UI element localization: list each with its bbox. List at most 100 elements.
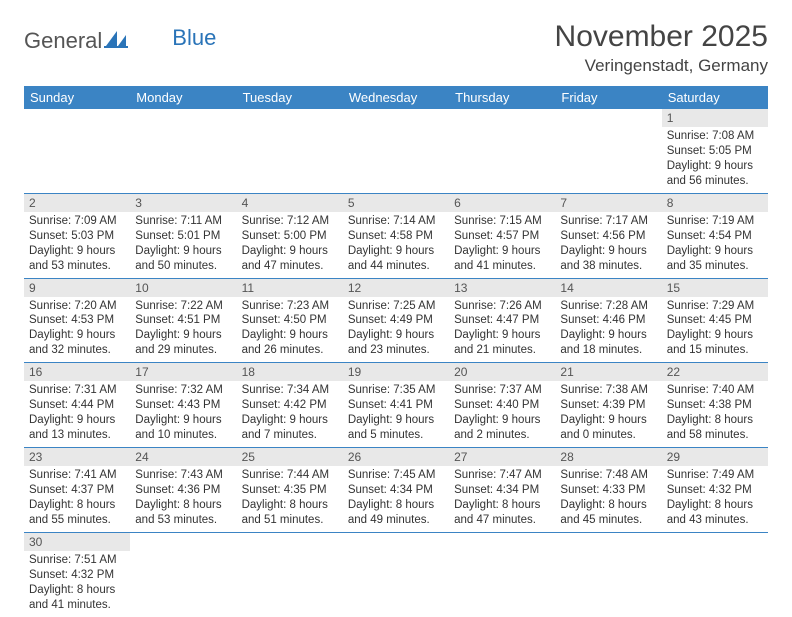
- sunset-text: Sunset: 4:36 PM: [135, 483, 231, 498]
- sunset-text: Sunset: 4:32 PM: [29, 568, 125, 583]
- calendar-day-cell: 14Sunrise: 7:28 AMSunset: 4:46 PMDayligh…: [555, 278, 661, 363]
- daylight-text: Daylight: 9 hours and 21 minutes.: [454, 328, 550, 358]
- calendar-week-row: 9Sunrise: 7:20 AMSunset: 4:53 PMDaylight…: [24, 278, 768, 363]
- calendar-day-cell: 16Sunrise: 7:31 AMSunset: 4:44 PMDayligh…: [24, 363, 130, 448]
- sunrise-text: Sunrise: 7:43 AM: [135, 468, 231, 483]
- day-detail: [237, 127, 343, 177]
- day-number: 13: [449, 279, 555, 297]
- day-number: 1: [662, 109, 768, 127]
- day-detail: Sunrise: 7:32 AMSunset: 4:43 PMDaylight:…: [130, 381, 236, 447]
- day-number: 29: [662, 448, 768, 466]
- sunrise-text: Sunrise: 7:47 AM: [454, 468, 550, 483]
- sunset-text: Sunset: 4:40 PM: [454, 398, 550, 413]
- sunset-text: Sunset: 4:39 PM: [560, 398, 656, 413]
- sunrise-text: Sunrise: 7:12 AM: [242, 214, 338, 229]
- calendar-day-cell: [24, 109, 130, 193]
- day-number: 7: [555, 194, 661, 212]
- sunrise-text: Sunrise: 7:19 AM: [667, 214, 763, 229]
- sunset-text: Sunset: 4:34 PM: [348, 483, 444, 498]
- calendar-day-cell: 7Sunrise: 7:17 AMSunset: 4:56 PMDaylight…: [555, 193, 661, 278]
- calendar-day-cell: 11Sunrise: 7:23 AMSunset: 4:50 PMDayligh…: [237, 278, 343, 363]
- daylight-text: Daylight: 9 hours and 0 minutes.: [560, 413, 656, 443]
- location: Veringenstadt, Germany: [555, 56, 768, 76]
- sunset-text: Sunset: 5:05 PM: [667, 144, 763, 159]
- calendar-day-cell: 4Sunrise: 7:12 AMSunset: 5:00 PMDaylight…: [237, 193, 343, 278]
- sunset-text: Sunset: 4:53 PM: [29, 313, 125, 328]
- day-number: 20: [449, 363, 555, 381]
- sunrise-text: Sunrise: 7:51 AM: [29, 553, 125, 568]
- daylight-text: Daylight: 9 hours and 32 minutes.: [29, 328, 125, 358]
- day-number: 9: [24, 279, 130, 297]
- calendar-table: Sunday Monday Tuesday Wednesday Thursday…: [24, 86, 768, 617]
- logo-text-general: General: [24, 28, 102, 54]
- sunset-text: Sunset: 4:46 PM: [560, 313, 656, 328]
- weekday-header: Tuesday: [237, 86, 343, 109]
- day-detail: [237, 551, 343, 601]
- daylight-text: Daylight: 9 hours and 15 minutes.: [667, 328, 763, 358]
- daylight-text: Daylight: 8 hours and 53 minutes.: [135, 498, 231, 528]
- sunrise-text: Sunrise: 7:08 AM: [667, 129, 763, 144]
- day-detail: Sunrise: 7:28 AMSunset: 4:46 PMDaylight:…: [555, 297, 661, 363]
- daylight-text: Daylight: 8 hours and 47 minutes.: [454, 498, 550, 528]
- calendar-day-cell: [237, 532, 343, 616]
- daylight-text: Daylight: 9 hours and 23 minutes.: [348, 328, 444, 358]
- calendar-day-cell: 9Sunrise: 7:20 AMSunset: 4:53 PMDaylight…: [24, 278, 130, 363]
- sunset-text: Sunset: 4:32 PM: [667, 483, 763, 498]
- daylight-text: Daylight: 8 hours and 45 minutes.: [560, 498, 656, 528]
- calendar-week-row: 16Sunrise: 7:31 AMSunset: 4:44 PMDayligh…: [24, 363, 768, 448]
- calendar-day-cell: 28Sunrise: 7:48 AMSunset: 4:33 PMDayligh…: [555, 448, 661, 533]
- day-number: 11: [237, 279, 343, 297]
- calendar-day-cell: [130, 532, 236, 616]
- daylight-text: Daylight: 9 hours and 53 minutes.: [29, 244, 125, 274]
- calendar-day-cell: [237, 109, 343, 193]
- calendar-day-cell: 22Sunrise: 7:40 AMSunset: 4:38 PMDayligh…: [662, 363, 768, 448]
- title-block: November 2025 Veringenstadt, Germany: [555, 20, 768, 76]
- sunset-text: Sunset: 4:41 PM: [348, 398, 444, 413]
- day-detail: [130, 127, 236, 177]
- day-number: 12: [343, 279, 449, 297]
- daylight-text: Daylight: 9 hours and 26 minutes.: [242, 328, 338, 358]
- sunset-text: Sunset: 4:42 PM: [242, 398, 338, 413]
- day-detail: Sunrise: 7:49 AMSunset: 4:32 PMDaylight:…: [662, 466, 768, 532]
- day-detail: Sunrise: 7:25 AMSunset: 4:49 PMDaylight:…: [343, 297, 449, 363]
- sunset-text: Sunset: 4:56 PM: [560, 229, 656, 244]
- sail-icon: [104, 29, 130, 54]
- sunrise-text: Sunrise: 7:37 AM: [454, 383, 550, 398]
- day-detail: [343, 127, 449, 177]
- sunset-text: Sunset: 4:35 PM: [242, 483, 338, 498]
- sunset-text: Sunset: 4:33 PM: [560, 483, 656, 498]
- day-detail: Sunrise: 7:47 AMSunset: 4:34 PMDaylight:…: [449, 466, 555, 532]
- calendar-day-cell: 29Sunrise: 7:49 AMSunset: 4:32 PMDayligh…: [662, 448, 768, 533]
- calendar-day-cell: [662, 532, 768, 616]
- day-detail: Sunrise: 7:19 AMSunset: 4:54 PMDaylight:…: [662, 212, 768, 278]
- sunrise-text: Sunrise: 7:22 AM: [135, 299, 231, 314]
- day-detail: Sunrise: 7:17 AMSunset: 4:56 PMDaylight:…: [555, 212, 661, 278]
- day-number: 5: [343, 194, 449, 212]
- daylight-text: Daylight: 9 hours and 38 minutes.: [560, 244, 656, 274]
- sunset-text: Sunset: 4:51 PM: [135, 313, 231, 328]
- logo: General Blue: [24, 20, 216, 54]
- day-detail: Sunrise: 7:29 AMSunset: 4:45 PMDaylight:…: [662, 297, 768, 363]
- sunset-text: Sunset: 4:58 PM: [348, 229, 444, 244]
- day-detail: [130, 551, 236, 601]
- day-number: 16: [24, 363, 130, 381]
- daylight-text: Daylight: 8 hours and 58 minutes.: [667, 413, 763, 443]
- day-number: 17: [130, 363, 236, 381]
- sunrise-text: Sunrise: 7:14 AM: [348, 214, 444, 229]
- sunrise-text: Sunrise: 7:40 AM: [667, 383, 763, 398]
- calendar-day-cell: 5 Sunrise: 7:14 AMSunset: 4:58 PMDaylight…: [343, 193, 449, 278]
- calendar-day-cell: 26Sunrise: 7:45 AMSunset: 4:34 PMDayligh…: [343, 448, 449, 533]
- day-detail: Sunrise: 7:35 AMSunset: 4:41 PMDaylight:…: [343, 381, 449, 447]
- sunrise-text: Sunrise: 7:44 AM: [242, 468, 338, 483]
- calendar-day-cell: [555, 532, 661, 616]
- daylight-text: Daylight: 9 hours and 44 minutes.: [348, 244, 444, 274]
- weekday-header-row: Sunday Monday Tuesday Wednesday Thursday…: [24, 86, 768, 109]
- daylight-text: Daylight: 8 hours and 43 minutes.: [667, 498, 763, 528]
- sunset-text: Sunset: 4:54 PM: [667, 229, 763, 244]
- sunrise-text: Sunrise: 7:31 AM: [29, 383, 125, 398]
- calendar-day-cell: 15Sunrise: 7:29 AMSunset: 4:45 PMDayligh…: [662, 278, 768, 363]
- day-detail: Sunrise: 7:51 AMSunset: 4:32 PMDaylight:…: [24, 551, 130, 617]
- calendar-day-cell: 20Sunrise: 7:37 AMSunset: 4:40 PMDayligh…: [449, 363, 555, 448]
- calendar-week-row: 23Sunrise: 7:41 AMSunset: 4:37 PMDayligh…: [24, 448, 768, 533]
- sunrise-text: Sunrise: 7:41 AM: [29, 468, 125, 483]
